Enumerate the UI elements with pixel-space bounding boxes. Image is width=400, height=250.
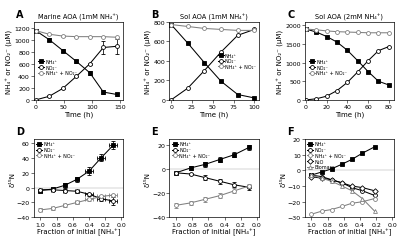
Legend: NH₄⁺, NO₂⁻, NH₄⁺ + NO₂⁻, N₂O, Biomass: NH₄⁺, NO₂⁻, NH₄⁺ + NO₂⁻, N₂O, Biomass: [307, 142, 346, 170]
Title: Sol AOA (1mM NH₄⁺): Sol AOA (1mM NH₄⁺): [180, 14, 248, 21]
X-axis label: Time (h): Time (h): [199, 111, 229, 117]
X-axis label: Fraction of initial [NH₄⁺]: Fraction of initial [NH₄⁺]: [172, 228, 256, 235]
X-axis label: Time (h): Time (h): [335, 111, 364, 117]
Legend: NH₄⁺, NO₂⁻, NH₄⁺ + NO₂⁻: NH₄⁺, NO₂⁻, NH₄⁺ + NO₂⁻: [172, 142, 210, 158]
Legend: NH₄⁺, NO₂⁻, NH₄⁺ + NO₂⁻: NH₄⁺, NO₂⁻, NH₄⁺ + NO₂⁻: [218, 53, 256, 70]
Y-axis label: δ¹⁵N: δ¹⁵N: [280, 171, 286, 186]
Y-axis label: δ¹⁵N: δ¹⁵N: [145, 171, 151, 186]
Y-axis label: NH₄⁺ or NO₂⁻ (μM): NH₄⁺ or NO₂⁻ (μM): [6, 30, 13, 94]
Legend: NH₄⁺, NO₂⁻, NH₄⁺ + NO₂⁻: NH₄⁺, NO₂⁻, NH₄⁺ + NO₂⁻: [36, 142, 75, 158]
Y-axis label: NH₄⁺ or NO₂⁻ (μM): NH₄⁺ or NO₂⁻ (μM): [145, 30, 152, 94]
Title: Sol AOA (2mM NH₄⁺): Sol AOA (2mM NH₄⁺): [316, 14, 384, 21]
X-axis label: Fraction of initial [NH₄⁺]: Fraction of initial [NH₄⁺]: [37, 228, 120, 235]
Text: E: E: [152, 127, 158, 137]
Text: D: D: [16, 127, 24, 137]
Text: F: F: [287, 127, 294, 137]
X-axis label: Fraction of initial [NH₄⁺]: Fraction of initial [NH₄⁺]: [308, 228, 391, 235]
Text: A: A: [16, 10, 24, 20]
Y-axis label: NH₄⁺ or NO₂⁻ (μM): NH₄⁺ or NO₂⁻ (μM): [276, 30, 284, 94]
Text: C: C: [287, 10, 294, 20]
Title: Marine AOA (1mM NH₄⁺): Marine AOA (1mM NH₄⁺): [38, 14, 119, 21]
Text: B: B: [152, 10, 159, 20]
Legend: NH₄⁺, NO₂⁻, NH₄⁺ + NO₂⁻: NH₄⁺, NO₂⁻, NH₄⁺ + NO₂⁻: [309, 60, 348, 76]
Legend: NH₄⁺, NO₂⁻, NH₄⁺ + NO₂⁻: NH₄⁺, NO₂⁻, NH₄⁺ + NO₂⁻: [38, 60, 77, 76]
Y-axis label: δ¹⁵N: δ¹⁵N: [9, 171, 15, 186]
X-axis label: Time (h): Time (h): [64, 111, 93, 117]
